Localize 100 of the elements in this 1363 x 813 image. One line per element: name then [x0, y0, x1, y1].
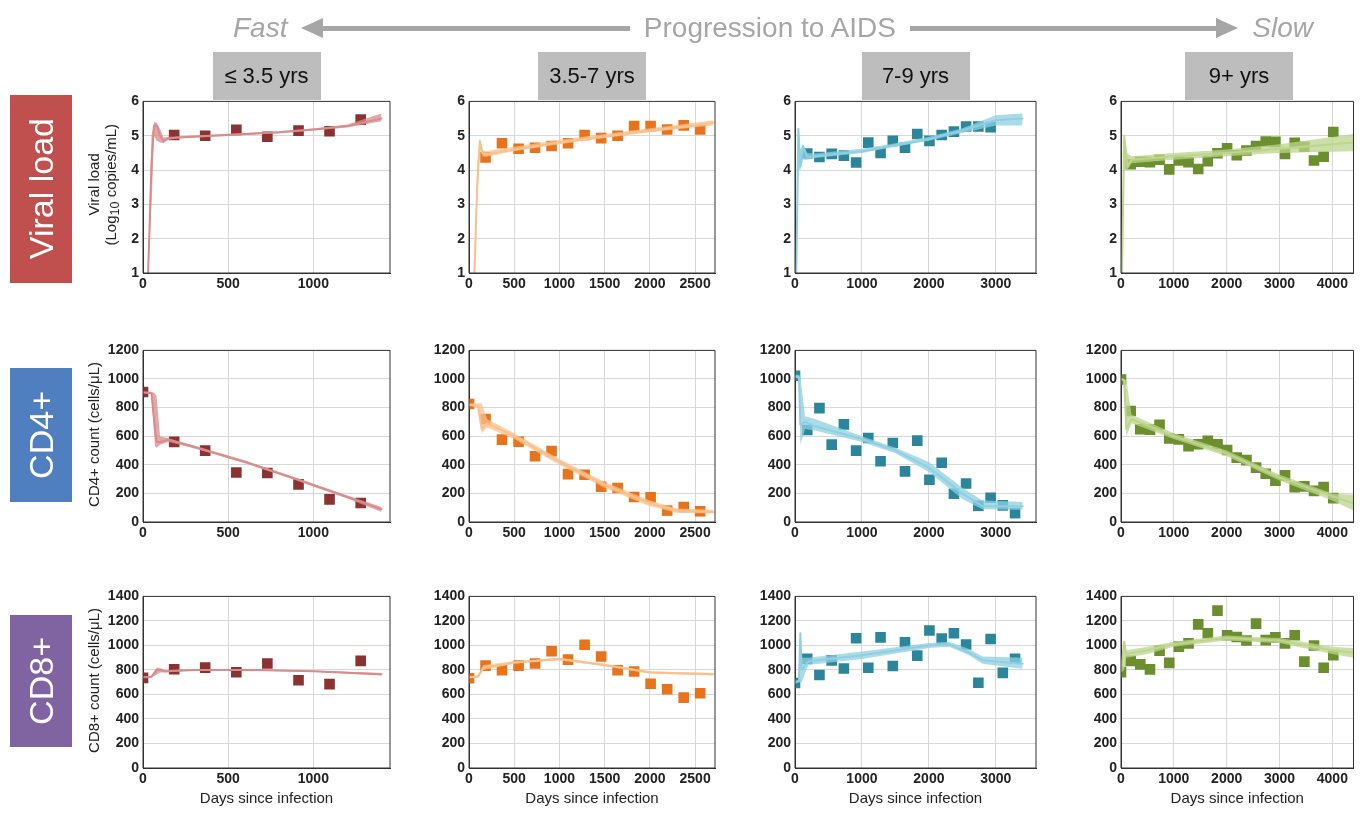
y-tick-label: 0 — [783, 758, 792, 775]
y-tick-label: 0 — [1109, 512, 1118, 529]
text: Progression to AIDS — [643, 12, 896, 44]
x-tick-label: 2500 — [679, 275, 711, 292]
x-tick-label: 1500 — [589, 524, 621, 541]
y-tick-label: 200 — [767, 734, 792, 751]
y-tick-label: 600 — [441, 685, 466, 702]
x-tick-label: 2000 — [634, 524, 666, 541]
y-tick-label: 0 — [131, 512, 140, 529]
y-axis-title: CD8+ count (cells/μL) — [85, 607, 102, 753]
y-tick-label: 1400 — [759, 587, 792, 604]
y-tick-label: 1400 — [107, 587, 140, 604]
y-tick-label: 2 — [131, 229, 140, 246]
y-tick-label: 200 — [441, 484, 466, 501]
y-tick-label: 600 — [1093, 685, 1118, 702]
y-tick-label: 1200 — [107, 611, 140, 628]
x-tick-label: 1000 — [297, 524, 330, 541]
y-tick-label: 6 — [1109, 92, 1118, 109]
y-tick-label: 0 — [1109, 758, 1118, 775]
y-tick-label: 1200 — [759, 611, 792, 628]
y-tick-label: 0 — [131, 758, 140, 775]
x-tick-label: 1000 — [1158, 275, 1190, 292]
chart-title: 7-9 yrs — [861, 52, 970, 100]
y-tick-label: 200 — [1093, 484, 1118, 501]
y-tick-label: 1000 — [759, 369, 792, 386]
x-tick-label: 2000 — [1211, 275, 1243, 292]
y-tick-label: 4 — [783, 160, 792, 177]
x-tick-label: 500 — [216, 275, 241, 292]
y-tick-label: 3 — [1109, 195, 1118, 212]
x-tick-label: 500 — [502, 275, 527, 292]
chart-title: 3.5-7 yrs — [538, 52, 646, 100]
y-tick-label: 800 — [767, 660, 792, 677]
y-tick-label: 1 — [1109, 263, 1118, 280]
y-tick-label: 1000 — [433, 636, 466, 653]
x-tick-label: 1500 — [589, 275, 621, 292]
y-tick-label: 3 — [131, 195, 140, 212]
y-tick-label: 600 — [1093, 427, 1118, 444]
text: Fast — [233, 12, 288, 44]
y-tick-label: 3 — [783, 195, 792, 212]
y-tick-label: 200 — [767, 484, 792, 501]
y-tick-label: 0 — [457, 512, 466, 529]
y-tick-label: 1000 — [1085, 369, 1118, 386]
x-tick-label: 2000 — [1211, 524, 1243, 541]
y-tick-label: 800 — [767, 398, 792, 415]
y-tick-label: 1200 — [107, 341, 140, 358]
y-tick-label: 800 — [1093, 398, 1118, 415]
x-tick-label: 1000 — [543, 770, 576, 787]
y-tick-label: 800 — [441, 660, 466, 677]
x-tick-label: 500 — [216, 524, 241, 541]
x-tick-label: 2500 — [679, 524, 711, 541]
y-tick-label: 200 — [1093, 734, 1118, 751]
y-tick-label: 800 — [115, 398, 140, 415]
y-tick-label: 1200 — [433, 341, 466, 358]
y-tick-label: 400 — [767, 455, 792, 472]
y-tick-label: 200 — [441, 734, 466, 751]
y-tick-label: 1400 — [1085, 587, 1118, 604]
x-tick-label: 4000 — [1316, 770, 1349, 787]
y-tick-label: 400 — [767, 709, 792, 726]
y-tick-label: 5 — [1109, 126, 1118, 143]
y-tick-label: 400 — [1093, 709, 1118, 726]
y-tick-label: 600 — [115, 685, 140, 702]
y-tick-label: 600 — [767, 685, 792, 702]
y-tick-label: 3 — [457, 195, 466, 212]
x-tick-label: 1000 — [846, 275, 878, 292]
text: Slow — [1252, 12, 1314, 44]
y-tick-label: 200 — [115, 734, 140, 751]
x-tick-label: 2000 — [1211, 770, 1243, 787]
y-tick-label: 1200 — [759, 341, 792, 358]
y-tick-label: 6 — [457, 92, 466, 109]
chart-title: 9+ yrs — [1185, 52, 1293, 100]
x-tick-label: 4000 — [1316, 275, 1349, 292]
x-tick-label: 1000 — [1158, 524, 1190, 541]
y-tick-label: 600 — [441, 427, 466, 444]
x-tick-label: 2500 — [679, 770, 711, 787]
y-tick-label: 1200 — [1085, 611, 1118, 628]
y-tick-label: 2 — [457, 229, 466, 246]
y-tick-label: 1000 — [107, 369, 140, 386]
x-tick-label: 1000 — [297, 275, 330, 292]
x-tick-label: 3000 — [980, 524, 1012, 541]
y-tick-label: 4 — [131, 160, 140, 177]
y-tick-label: 400 — [115, 455, 140, 472]
x-tick-label: 3000 — [980, 275, 1012, 292]
text: CD4+ — [21, 391, 61, 479]
y-tick-label: 6 — [783, 92, 792, 109]
y-tick-label: 5 — [131, 126, 140, 143]
y-tick-label: 1200 — [1085, 341, 1118, 358]
x-tick-label: 2000 — [634, 275, 666, 292]
x-tick-label: 4000 — [1316, 524, 1349, 541]
y-tick-label: 600 — [115, 427, 140, 444]
x-tick-label: 2000 — [913, 770, 945, 787]
x-tick-label: 2000 — [634, 770, 666, 787]
x-tick-label: 1000 — [1158, 770, 1190, 787]
y-tick-label: 400 — [441, 455, 466, 472]
y-tick-label: 5 — [783, 126, 792, 143]
x-tick-label: 1000 — [297, 770, 330, 787]
x-tick-label: 2000 — [913, 524, 945, 541]
x-tick-label: 3000 — [1263, 524, 1296, 541]
y-tick-label: 400 — [1093, 455, 1118, 472]
x-tick-label: 1000 — [846, 770, 878, 787]
y-tick-label: 1000 — [759, 636, 792, 653]
